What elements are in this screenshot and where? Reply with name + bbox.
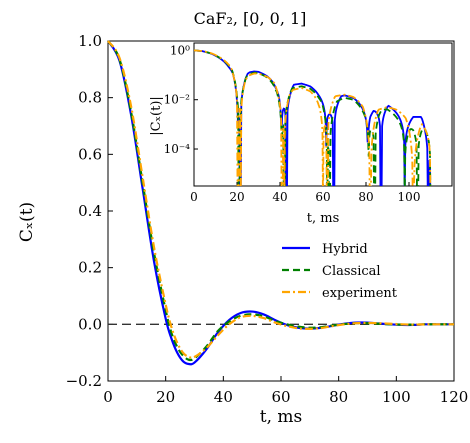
inset-x-tick-label: 40 xyxy=(272,190,287,204)
series-line-experiment xyxy=(107,40,454,359)
main-x-tick-label: 60 xyxy=(271,388,290,406)
inset-x-tick-label: 20 xyxy=(229,190,244,204)
inset-x-tick-label: 0 xyxy=(190,190,198,204)
main-x-tick-label: 80 xyxy=(329,388,348,406)
main-y-tick-labels: −0.2 0.0 0.2 0.4 0.6 0.8 1.0 xyxy=(66,32,102,390)
chart-title: CaF₂, [0, 0, 1] xyxy=(194,9,307,28)
main-x-tick-label: 120 xyxy=(440,388,469,406)
legend-label-classical: Classical xyxy=(322,264,381,279)
main-x-tick-label: 40 xyxy=(214,388,233,406)
inset-y-tick-label: 10⁰ xyxy=(170,43,190,57)
legend-label-experiment: experiment xyxy=(322,286,398,301)
inset-y-tick-label: 10⁻⁴ xyxy=(164,142,191,156)
main-y-tick-label: 0.0 xyxy=(78,315,102,333)
inset-y-tick-labels: 10⁰ 10⁻² 10⁻⁴ xyxy=(164,43,191,156)
main-x-tick-label: 0 xyxy=(103,388,113,406)
main-plot-marks xyxy=(107,40,455,382)
inset-x-tick-label: 100 xyxy=(398,190,421,204)
inset-y-label: |Cₓ(t)| xyxy=(149,96,164,136)
legend-label-hybrid: Hybrid xyxy=(322,242,368,257)
main-x-tick-labels: 0 20 40 60 80 100 120 xyxy=(103,388,468,406)
inset-x-label: t, ms xyxy=(307,211,340,226)
main-y-tick-label: 0.8 xyxy=(78,89,102,107)
main-x-tick-label: 100 xyxy=(382,388,411,406)
inset-x-tick-label: 60 xyxy=(315,190,330,204)
main-y-tick-label: 0.6 xyxy=(78,145,102,163)
main-x-label: t, ms xyxy=(260,407,302,427)
main-x-tick-label: 20 xyxy=(156,388,175,406)
inset-y-tick-label: 10⁻² xyxy=(164,93,191,107)
main-y-tick-label: 0.4 xyxy=(78,202,102,220)
inset-x-tick-label: 80 xyxy=(358,190,373,204)
main-y-label: Cₓ(t) xyxy=(17,202,37,242)
main-y-tick-label: 1.0 xyxy=(78,32,102,50)
main-y-tick-label: −0.2 xyxy=(66,372,102,390)
inset-series-line-experiment xyxy=(194,49,432,186)
legend: Hybrid Classical experiment xyxy=(282,242,398,301)
inset-plot-marks xyxy=(193,49,432,186)
main-y-tick-label: 0.2 xyxy=(78,259,102,277)
inset-x-tick-labels: 0 20 40 60 80 100 xyxy=(190,190,420,204)
